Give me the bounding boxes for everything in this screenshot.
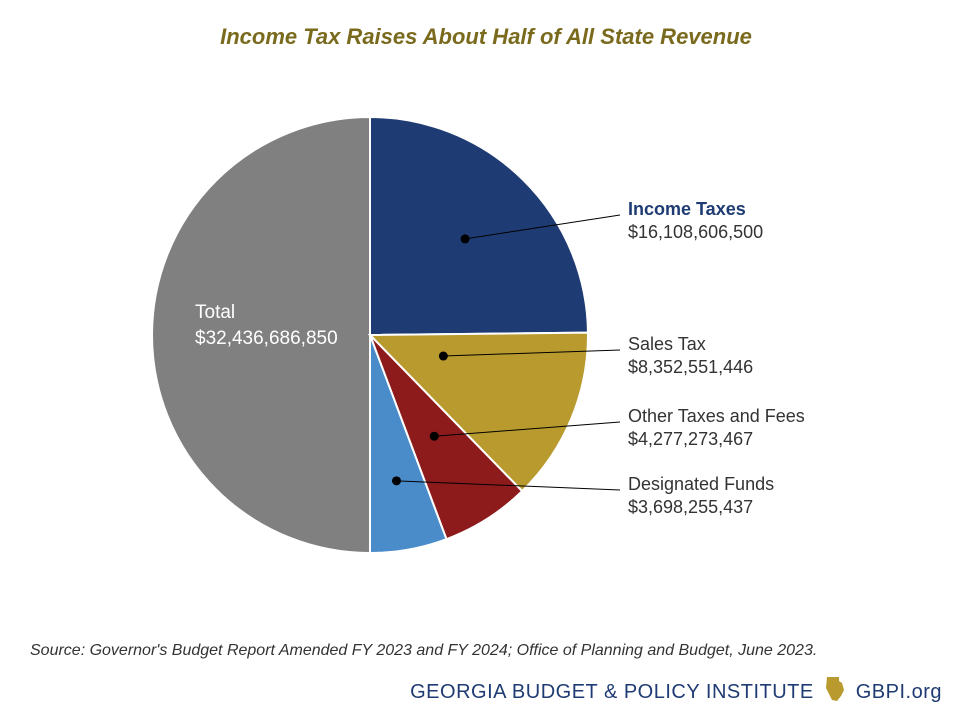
georgia-state-icon — [824, 676, 846, 708]
callout-label: Other Taxes and Fees — [628, 405, 805, 428]
footer-org: GEORGIA BUDGET & POLICY INSTITUTE — [410, 681, 814, 704]
callout-label: Sales Tax — [628, 333, 753, 356]
callout-income-taxes: Income Taxes$16,108,606,500 — [628, 198, 763, 245]
callout-label: Designated Funds — [628, 473, 774, 496]
callout-other-taxes-and-fees: Other Taxes and Fees$4,277,273,467 — [628, 405, 805, 452]
callout-designated-funds: Designated Funds$3,698,255,437 — [628, 473, 774, 520]
footer: GEORGIA BUDGET & POLICY INSTITUTE GBPI.o… — [410, 676, 942, 708]
callout-value: $16,108,606,500 — [628, 221, 763, 244]
pie-slice-income-taxes — [370, 117, 588, 335]
callout-value: $8,352,551,446 — [628, 356, 753, 379]
total-label: Total $32,436,686,850 — [195, 300, 338, 351]
callout-sales-tax: Sales Tax$8,352,551,446 — [628, 333, 753, 380]
callout-value: $3,698,255,437 — [628, 496, 774, 519]
callout-label: Income Taxes — [628, 198, 763, 221]
total-label-line1: Total — [195, 302, 235, 323]
source-line: Source: Governor's Budget Report Amended… — [30, 642, 817, 660]
callout-value: $4,277,273,467 — [628, 428, 805, 451]
total-label-line2: $32,436,686,850 — [195, 328, 338, 349]
source-text: Source: Governor's Budget Report Amended… — [30, 642, 817, 659]
footer-site: GBPI.org — [856, 681, 942, 704]
chart-container: Income Tax Raises About Half of All Stat… — [0, 0, 972, 726]
pie-chart-svg — [0, 0, 972, 726]
